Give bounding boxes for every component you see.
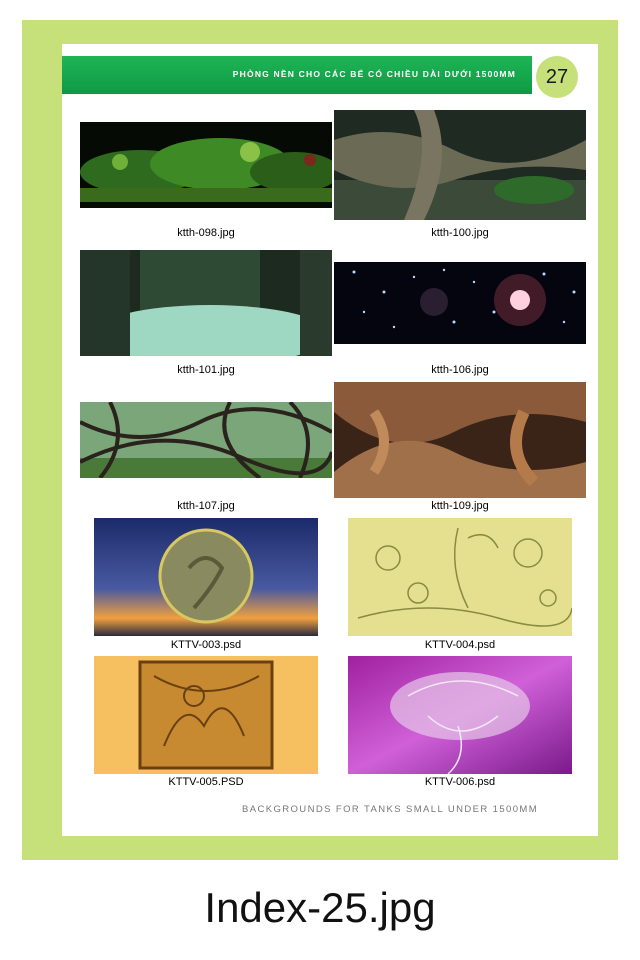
page-number-badge: 27 — [536, 56, 578, 98]
header-banner: PHÒNG NỀN CHO CÁC BỂ CÓ CHIỀU DÀI DƯỚI 1… — [62, 56, 532, 94]
caption-ktth-109: ktth-109.jpg — [431, 500, 489, 512]
caption-ktth-106: ktth-106.jpg — [431, 364, 489, 376]
thumbnail-ktth-101[interactable] — [80, 250, 332, 356]
page-footer: BACKGROUNDS FOR TANKS SMALL UNDER 1500MM — [242, 804, 539, 815]
caption-ktth-101: ktth-101.jpg — [177, 364, 235, 376]
caption-ktth-100: ktth-100.jpg — [431, 227, 489, 239]
thumbnail-ktth-098[interactable] — [80, 122, 332, 208]
caption-KTTV-004: KTTV-004.psd — [424, 639, 496, 651]
caption-KTTV-003: KTTV-003.psd — [170, 639, 242, 651]
thumbnail-ktth-107[interactable] — [80, 402, 332, 478]
thumbnail-KTTV-003[interactable] — [94, 518, 318, 636]
caption-KTTV-006: KTTV-006.psd — [424, 776, 496, 788]
caption-ktth-098: ktth-098.jpg — [177, 227, 235, 239]
thumbnail-ktth-100[interactable] — [334, 110, 586, 220]
thumbnail-KTTV-005[interactable] — [94, 656, 318, 774]
caption-ktth-107: ktth-107.jpg — [177, 500, 235, 512]
image-filename-label: Index-25.jpg — [204, 884, 436, 931]
thumbnail-KTTV-004[interactable] — [348, 518, 572, 636]
thumbnail-ktth-106[interactable] — [334, 262, 586, 344]
caption-KTTV-005: KTTV-005.PSD — [168, 776, 244, 788]
thumbnail-KTTV-006[interactable] — [348, 656, 572, 774]
thumbnail-ktth-109[interactable] — [334, 382, 586, 498]
header-title: PHÒNG NỀN CHO CÁC BỂ CÓ CHIỀU DÀI DƯỚI 1… — [232, 69, 516, 79]
